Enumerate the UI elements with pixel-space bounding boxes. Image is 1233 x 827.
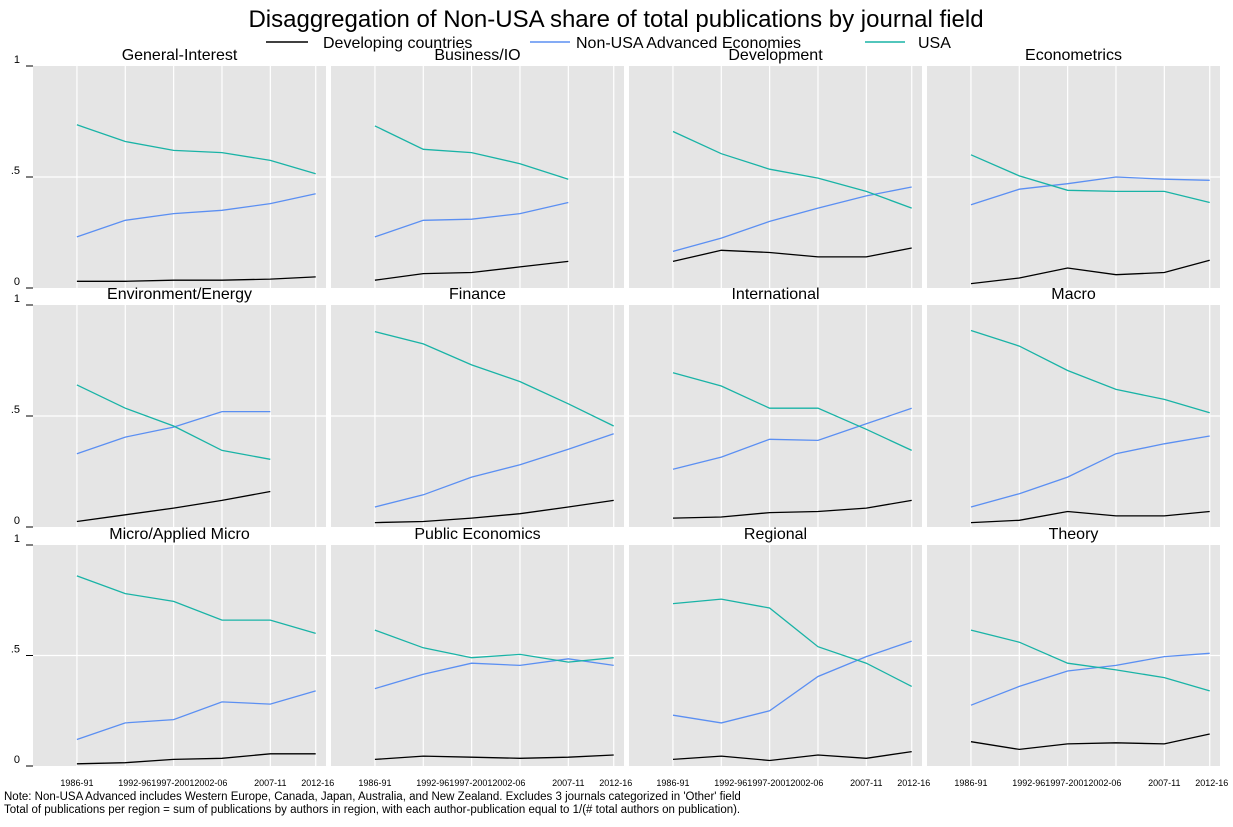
y-tick-label: 0 [14, 754, 20, 766]
series-line-usa-business-io [374, 125, 569, 180]
series-line-usa-finance [374, 330, 614, 427]
x-tick-label: 2007-11 [1148, 778, 1180, 788]
series-line-usa-development [672, 130, 912, 209]
series-line-developing-countries-econometrics [970, 259, 1210, 285]
panel-title-regional: Regional [744, 526, 807, 543]
x-tick-label: 1992-961997-20012002-06 [714, 778, 823, 788]
x-tick-label: 2007-11 [552, 778, 584, 788]
x-tick-label: 2007-11 [850, 778, 882, 788]
series-line-developing-countries-development [672, 247, 912, 263]
series-line-developing-countries-macro [970, 510, 1210, 524]
panel-title-development: Development [728, 47, 823, 64]
series-line-non-usa-advanced-economies-regional [672, 640, 912, 724]
series-line-non-usa-advanced-economies-general-interest [76, 193, 316, 238]
series-line-developing-countries-finance [374, 499, 614, 524]
series-line-non-usa-advanced-economies-theory [970, 652, 1210, 706]
series-line-usa-macro [970, 329, 1210, 414]
series-line-developing-countries-regional [672, 750, 912, 762]
series-line-usa-econometrics [970, 154, 1210, 204]
x-tick-label: 1986-91 [60, 778, 93, 788]
series-line-non-usa-advanced-economies-business-io [374, 201, 569, 238]
panel-title-theory: Theory [1049, 526, 1099, 543]
series-line-usa-general-interest [76, 124, 316, 175]
series-line-developing-countries-environment-energy [76, 490, 271, 523]
y-tick-label: 1 [14, 54, 20, 66]
series-line-non-usa-advanced-economies-public-economics [374, 658, 614, 690]
panel-title-public-economics: Public Economics [414, 526, 540, 543]
y-tick-label: 1 [14, 533, 20, 545]
chart-title: Disaggregation of Non-USA share of total… [248, 6, 983, 33]
y-tick-label: 0 [14, 276, 20, 288]
series-line-usa-regional [672, 598, 912, 687]
panel-title-econometrics: Econometrics [1025, 47, 1122, 64]
x-tick-label: 2007-11 [254, 778, 286, 788]
x-tick-label: 2012-16 [1195, 778, 1228, 788]
y-tick-label: 1 [14, 293, 20, 305]
x-tick-label: 1992-961997-20012002-06 [1012, 778, 1121, 788]
chart-note-total-definition: Total of publications per region = sum o… [4, 804, 741, 816]
series-line-non-usa-advanced-economies-macro [970, 435, 1210, 508]
series-line-developing-countries-international [672, 499, 912, 519]
x-tick-label: 1986-91 [358, 778, 391, 788]
panel-title-environment-energy: Environment/Energy [107, 286, 252, 303]
panel-title-general-interest: General-Interest [122, 47, 238, 64]
panel-title-micro-applied-micro: Micro/Applied Micro [109, 526, 250, 543]
chart-note: Note: Non-USA Advanced includes Western … [4, 791, 741, 803]
x-tick-label: 1992-961997-20012002-06 [118, 778, 227, 788]
y-tick-label: 0 [14, 515, 20, 527]
y-tick-label: .5 [11, 644, 20, 656]
series-line-usa-environment-energy [76, 384, 271, 460]
x-tick-label: 1992-961997-20012002-06 [416, 778, 525, 788]
series-line-developing-countries-theory [970, 733, 1210, 751]
legend-label-usa: USA [918, 35, 951, 52]
x-tick-label: 2012-16 [301, 778, 334, 788]
series-line-usa-micro-applied-micro [76, 575, 316, 635]
x-tick-label: 2012-16 [897, 778, 930, 788]
x-tick-label: 1986-91 [954, 778, 987, 788]
legend-label-developing-countries: Developing countries [323, 35, 472, 52]
series-line-developing-countries-micro-applied-micro [76, 753, 316, 765]
x-tick-label: 1986-91 [656, 778, 689, 788]
series-line-developing-countries-public-economics [374, 754, 614, 761]
series-line-usa-theory [970, 629, 1210, 692]
series-line-non-usa-advanced-economies-micro-applied-micro [76, 690, 316, 741]
y-tick-label: .5 [11, 404, 20, 416]
panel-title-macro: Macro [1051, 286, 1096, 303]
series-line-non-usa-advanced-economies-finance [374, 433, 614, 508]
series-line-non-usa-advanced-economies-environment-energy [76, 410, 271, 455]
x-tick-label: 2012-16 [599, 778, 632, 788]
series-line-non-usa-advanced-economies-econometrics [970, 176, 1210, 206]
panel-title-international: International [731, 286, 819, 303]
panel-title-finance: Finance [449, 286, 506, 303]
y-tick-label: .5 [11, 165, 20, 177]
series-line-usa-international [672, 372, 912, 451]
series-line-usa-public-economics [374, 629, 614, 663]
legend-label-non-usa-advanced-economies: Non-USA Advanced Economies [576, 35, 801, 52]
series-line-developing-countries-general-interest [76, 276, 316, 282]
series-line-non-usa-advanced-economies-international [672, 407, 912, 470]
panel-title-business-io: Business/IO [434, 47, 520, 64]
series-line-developing-countries-business-io [374, 260, 569, 281]
